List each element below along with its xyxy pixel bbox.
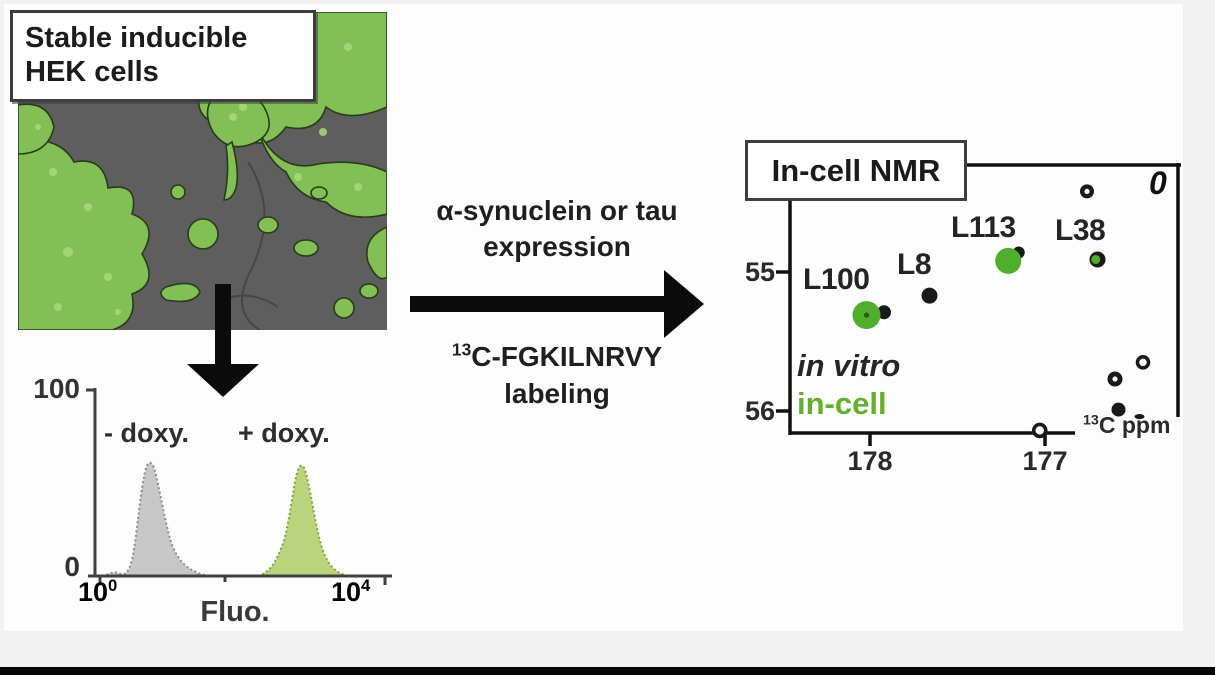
labeling-seq: C-FGKILNRVY: [471, 341, 663, 372]
nmr-xtick-178: 178: [847, 446, 893, 476]
histogram-axes: [86, 388, 392, 585]
nmr-peak-dot: [995, 247, 1022, 274]
plus-doxy-label: + doxy.: [238, 418, 330, 448]
nmr-peak-dot: [1135, 355, 1151, 370]
histogram-curve-minus-doxy: [101, 461, 211, 577]
nmr-peak-dot: [1112, 376, 1118, 382]
labeling-line2: labeling: [504, 378, 610, 409]
labeling-text: 13C-FGKILNRVY labeling: [398, 338, 716, 412]
peak-label-l100: L100: [803, 263, 870, 296]
labeling-line1: 13C-FGKILNRVY: [398, 338, 716, 375]
histogram-xmax-label: 104: [331, 577, 370, 608]
peak-label-l38: L38: [1055, 214, 1106, 247]
process-arrow-shaft: [410, 296, 666, 312]
xmin-base: 10: [78, 577, 109, 607]
expression-text: α-synuclein or tau expression: [398, 193, 716, 265]
histogram-xaxis-title: Fluo.: [200, 596, 270, 628]
histogram-curve-plus-doxy: [257, 464, 349, 577]
hek-cells-label-box: Stable inducible HEK cells: [10, 10, 316, 102]
process-arrow-icon: [664, 270, 704, 338]
nmr-peak-dot: [1091, 254, 1101, 264]
nmr-peak-dot: [877, 305, 891, 320]
legend-in-cell: in-cell: [797, 386, 887, 421]
down-arrow-icon: [187, 364, 259, 397]
xmax-base: 10: [331, 577, 362, 607]
nmr-peak-dot: [1084, 188, 1090, 194]
nmr-axis-unit: 13C ppm: [1083, 412, 1170, 439]
hek-label-line2: HEK cells: [25, 56, 159, 88]
nmr-peak-dot: [1111, 402, 1126, 417]
nmr-ytick-55: 55: [744, 257, 775, 287]
nmr-xtick-177: 177: [1022, 446, 1068, 476]
bottom-border-bar: [0, 667, 1215, 675]
expression-line1: α-synuclein or tau: [436, 195, 678, 226]
nmr-frame: [776, 163, 1181, 446]
nmr-peak-dot: [1031, 422, 1048, 439]
peak-label-l8: L8: [897, 248, 932, 281]
nmr-peak-dot: [1134, 413, 1145, 420]
micrograph-cell-texture: [35, 43, 362, 315]
flow-histogram-plot: [86, 388, 392, 585]
legend-in-vitro: in vitro: [797, 348, 901, 383]
nmr-spectrum-plot: [776, 163, 1181, 446]
nmr-unit-text: C ppm: [1098, 412, 1171, 438]
nmr-unit-iso: 13: [1083, 412, 1099, 429]
hek-label-line1: Stable inducible: [25, 22, 248, 54]
nmr-ytick-56: 56: [744, 396, 775, 426]
nmr-peaks-layer: [852, 184, 1151, 439]
histogram-ymin-label: 0: [64, 551, 80, 582]
minus-doxy-label: - doxy.: [104, 418, 190, 448]
nmr-peak-dot: [863, 312, 870, 318]
peak-label-l113: L113: [951, 211, 1016, 244]
nmr-title-box: In-cell NMR: [745, 140, 967, 201]
histogram-ymax-label: 100: [33, 373, 80, 404]
xmin-exp: 0: [108, 576, 118, 595]
histogram-xmin-label: 100: [78, 577, 117, 608]
nmr-peak-dot: [921, 287, 938, 304]
labeling-iso: 13: [451, 339, 472, 360]
nmr-corner-mark: 0: [1149, 165, 1167, 201]
xmax-exp: 4: [361, 576, 371, 595]
expression-line2: expression: [483, 231, 631, 262]
down-arrow-shaft: [215, 284, 231, 366]
